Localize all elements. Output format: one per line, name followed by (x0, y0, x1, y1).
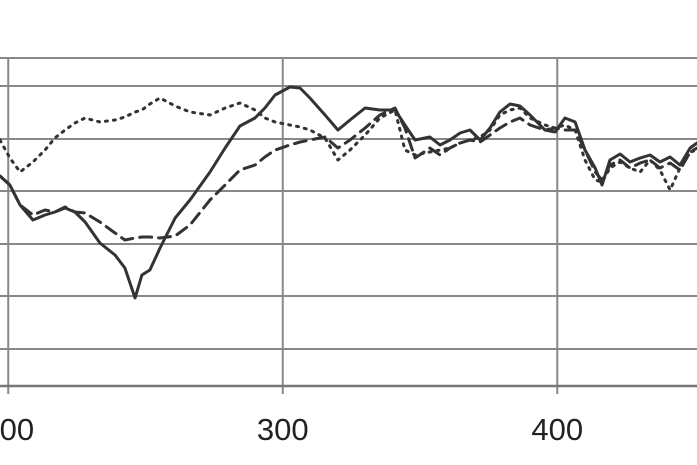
line-series (0, 85, 697, 300)
x-tick-label: 300 (257, 412, 309, 447)
line-series (0, 106, 697, 242)
x-tick-label: 200 (0, 412, 34, 447)
x-tick-label: 400 (531, 412, 583, 447)
line-series (0, 96, 697, 192)
